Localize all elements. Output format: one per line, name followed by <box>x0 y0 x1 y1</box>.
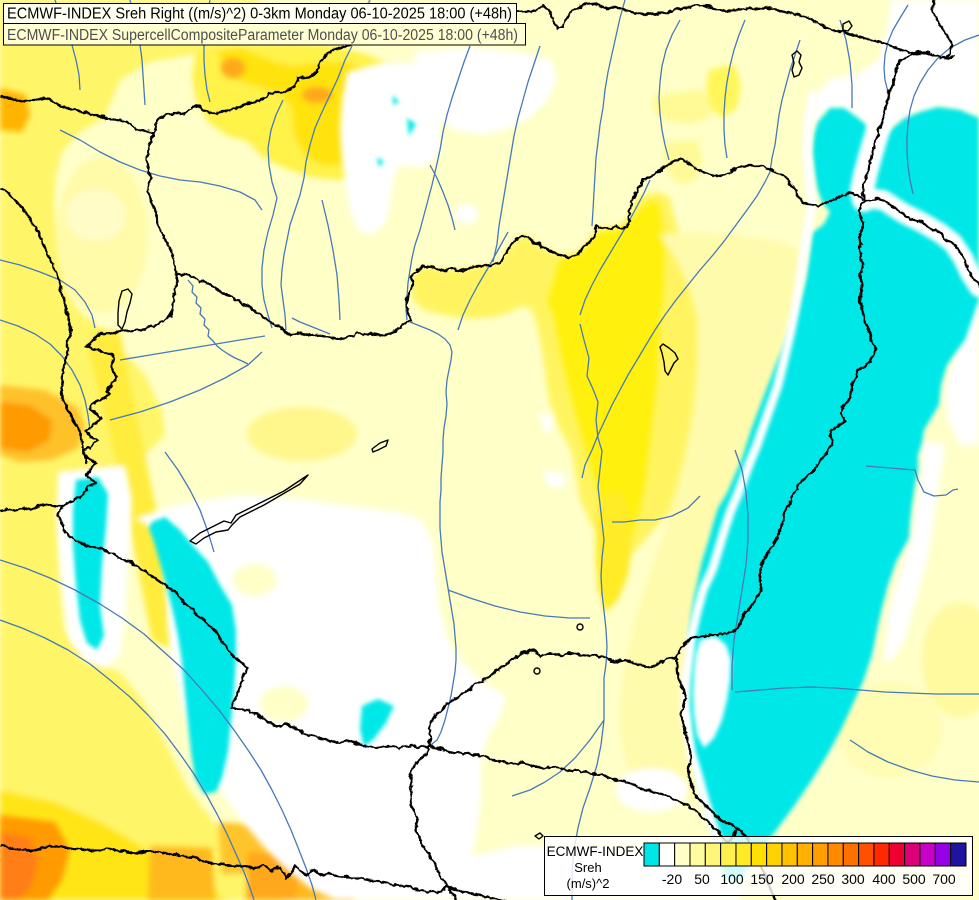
svg-text:-20: -20 <box>662 871 682 887</box>
svg-text:Sreh: Sreh <box>574 860 601 875</box>
svg-text:ECMWF-INDEX: ECMWF-INDEX <box>547 844 644 859</box>
svg-text:300: 300 <box>841 871 865 887</box>
svg-text:50: 50 <box>694 871 710 887</box>
svg-text:ECMWF-INDEX Sreh Right ((m/s)^: ECMWF-INDEX Sreh Right ((m/s)^2) 0-3km M… <box>7 6 512 23</box>
svg-text:100: 100 <box>720 871 744 887</box>
svg-text:700: 700 <box>932 871 956 887</box>
svg-text:150: 150 <box>750 871 774 887</box>
svg-text:ECMWF-INDEX SupercellComposite: ECMWF-INDEX SupercellCompositeParameter … <box>7 27 518 44</box>
svg-text:200: 200 <box>781 871 805 887</box>
svg-text:400: 400 <box>872 871 896 887</box>
svg-text:500: 500 <box>902 871 926 887</box>
svg-text:250: 250 <box>811 871 835 887</box>
svg-text:(m/s)^2: (m/s)^2 <box>567 876 610 891</box>
